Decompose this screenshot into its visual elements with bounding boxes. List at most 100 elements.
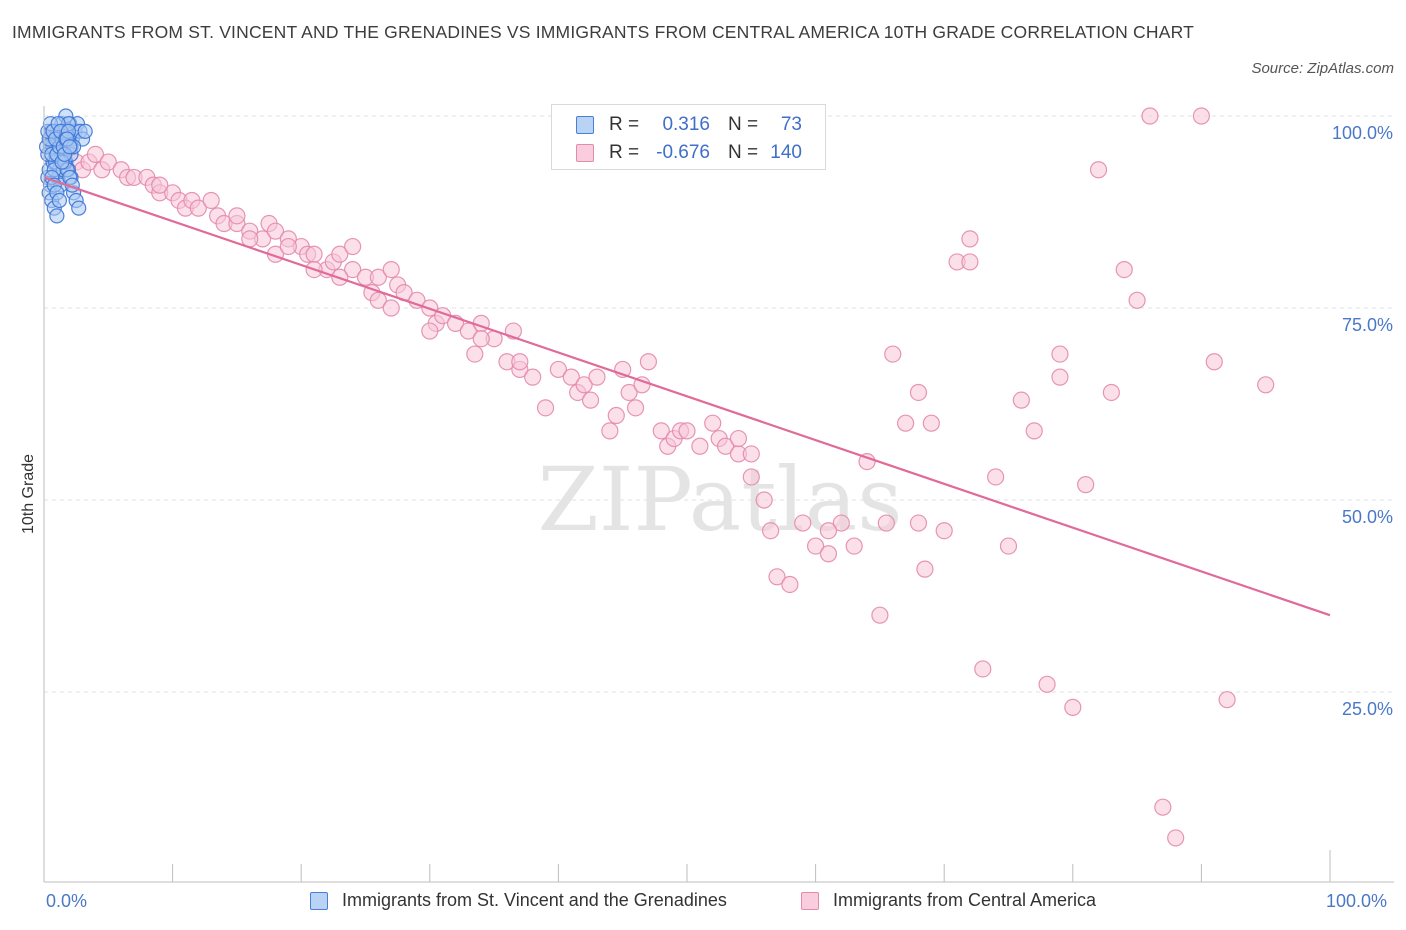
y-tick-label: 75.0% [1342,315,1393,335]
data-point [601,422,619,440]
data-point [761,522,780,540]
data-point [382,299,400,317]
data-point [794,514,812,532]
data-point [1025,422,1043,440]
data-point [331,245,349,263]
legend-n-label: N = [728,114,759,135]
data-point [62,139,78,155]
data-point [768,568,786,586]
data-point [897,414,915,432]
data-point [1038,675,1056,693]
y-tick-label: 100.0% [1332,123,1393,143]
y-axis-label: 10th Grade [20,454,37,534]
legend-n-value-blue: 73 [780,114,802,135]
data-point [1051,345,1069,363]
data-point [742,468,760,486]
bottom-legend-label-pink: Immigrants from Central America [833,890,1097,910]
data-point [588,368,606,386]
legend-r-label: R = [609,114,640,135]
data-point [922,414,940,432]
data-point [369,268,387,286]
chart-title: IMMIGRANTS FROM ST. VINCENT AND THE GREN… [12,22,1194,42]
data-point [626,399,645,417]
data-point [228,207,246,225]
bottom-legend-swatch-pink [801,892,819,910]
data-point [1089,161,1108,179]
data-point [1128,291,1146,309]
data-point [909,514,928,532]
data-point [472,330,490,348]
data-point [466,345,484,363]
data-point [704,414,722,432]
y-tick-label: 50.0% [1342,507,1393,527]
legend-r-value-pink: -0.676 [656,142,710,163]
data-point [871,606,889,624]
grid-lines [44,115,1394,693]
bottom-legend-label-blue: Immigrants from St. Vincent and the Gren… [342,890,727,910]
data-point [1257,376,1275,394]
data-point [1218,691,1236,709]
data-point [49,208,65,224]
data-point [51,192,68,209]
data-point [408,291,426,309]
data-point [151,176,169,194]
data-point [819,545,838,563]
data-point [832,514,850,532]
data-point [691,437,709,455]
data-point [421,322,439,340]
watermark: ZIPatlas [538,448,903,551]
bottom-legend-swatch-blue [310,892,328,910]
data-point [781,575,799,594]
data-point [845,537,863,555]
data-point [382,261,400,279]
source-label: Source: ZipAtlas.com [1251,60,1394,77]
data-point [819,522,838,540]
data-point [581,391,600,409]
legend-swatch-blue [576,116,594,134]
data-point [1192,107,1211,125]
data-point [987,468,1005,486]
legend-row-pink: R = -0.676 N = 140 [552,138,825,166]
legend-r-value-blue: 0.316 [662,114,710,135]
data-point [607,406,625,425]
data-point [961,230,979,248]
data-point [86,145,105,163]
data-point [909,383,928,402]
legend-swatch-pink [576,144,594,162]
data-point [189,199,207,217]
data-point [202,191,220,210]
data-point [71,200,87,216]
data-point [678,422,696,440]
legend-n-label: N = [728,142,759,163]
data-point [1115,261,1133,279]
data-point [1141,107,1159,125]
data-point [575,376,593,394]
y-tick-label: 25.0% [1342,699,1393,719]
data-point [935,522,953,540]
legend-n-value-pink: 140 [770,142,802,163]
data-point [549,360,568,379]
data-point [877,514,895,532]
data-point [344,261,362,279]
data-point [1051,368,1069,386]
data-point [305,245,323,263]
bottom-legend-blue: Immigrants from St. Vincent and the Gren… [310,888,790,914]
data-point [77,123,93,139]
data-point [806,537,825,555]
data-point [1077,476,1095,494]
stats-legend: R = 0.316 N = 73 R = -0.676 N = 140 [551,104,826,170]
x-axis-min-label: 0.0% [46,891,88,911]
x-axis-ticks [43,850,1331,882]
data-point [344,237,362,256]
data-point [961,253,979,271]
data-point [999,537,1018,555]
data-point [1102,383,1120,402]
data-point [652,422,670,440]
data-point [511,353,529,371]
data-point [620,383,638,402]
data-point [1012,391,1030,409]
data-point [755,491,773,509]
data-point [858,453,876,471]
data-point [716,437,735,455]
data-point [729,429,748,448]
